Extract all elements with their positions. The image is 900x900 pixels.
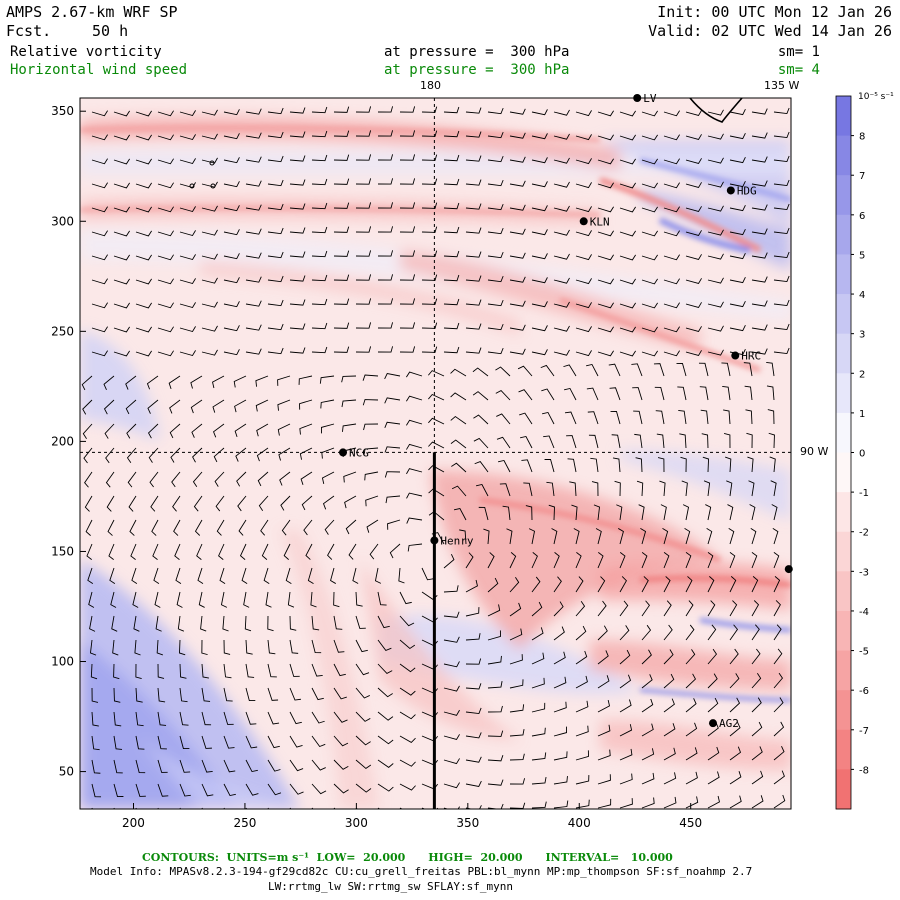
station-dot <box>731 351 740 360</box>
station-label: KLN <box>590 215 610 228</box>
station-dot <box>430 536 439 545</box>
wind-barbs <box>81 106 790 809</box>
colorbar-label: -4 <box>859 607 869 618</box>
field-2-smoothing: sm= 4 <box>777 62 820 78</box>
forecast-hour: 50 h <box>92 22 129 40</box>
field-1-level: at pressure = 300 hPa <box>384 44 570 60</box>
station-dot <box>784 565 793 574</box>
y-axis: 50 100 150 200 250 300 350 <box>51 104 86 779</box>
model-title: AMPS 2.67-km WRF SP <box>6 3 178 21</box>
y-tick-label: 250 <box>51 324 74 338</box>
model-info: Model Info: MPASv8.2.3-194-gf29cd82c CU:… <box>90 865 753 878</box>
marker-circle <box>210 183 216 189</box>
colorbar-label: -1 <box>859 488 869 499</box>
meridian-label-2: 135 W <box>764 79 800 92</box>
colorbar-label: -5 <box>859 647 869 658</box>
y-tick-label: 100 <box>51 655 74 669</box>
colorbar-label: 8 <box>859 132 865 143</box>
colorbar-label: 6 <box>859 211 865 222</box>
x-tick-label: 350 <box>456 816 479 830</box>
field-1-smoothing: sm= 1 <box>777 44 820 60</box>
colorbar-label: 7 <box>859 171 865 182</box>
colorbar-label: 0 <box>859 449 865 460</box>
colorbar-label: -8 <box>859 765 869 776</box>
y-tick-label: 350 <box>51 104 74 118</box>
y-tick-label: 300 <box>51 214 74 228</box>
colorbar-label: 5 <box>859 250 865 261</box>
colorbar: 8 7 6 5 4 3 2 1 0 -1 -2 -3 -4 -5 -6 -7 -8 <box>835 95 869 810</box>
station-markers: LV HDG KLN HRC NCG Henry AG2 <box>339 92 793 730</box>
field-1-name: Relative vorticity <box>10 44 162 60</box>
y-tick-label: 200 <box>51 434 74 448</box>
x-tick-label: 200 <box>122 816 145 830</box>
x-tick-label: 300 <box>345 816 368 830</box>
colorbar-unit: 10⁻⁵ s⁻¹ <box>858 92 894 102</box>
meridian-label: 180 <box>420 79 441 92</box>
colorbar-label: -7 <box>859 726 869 737</box>
physics-info: LW:rrtmg_lw SW:rrtmg_sw SFLAY:sf_mynn <box>268 880 514 893</box>
station-label: LV <box>643 92 657 105</box>
station-label: NCG <box>349 446 369 459</box>
station-dot <box>726 186 735 195</box>
y-tick-label: 150 <box>51 544 74 558</box>
station-label: AG2 <box>719 717 739 730</box>
colorbar-label: -2 <box>859 528 869 539</box>
x-tick-label: 450 <box>679 816 702 830</box>
station-dot <box>339 448 348 457</box>
field-2-level: at pressure = 300 hPa <box>384 62 570 78</box>
x-tick-label: 400 <box>568 816 591 830</box>
colorbar-label: -3 <box>859 567 869 578</box>
station-dot <box>633 94 642 102</box>
valid-time: Valid: 02 UTC Wed 14 Jan 26 <box>648 22 892 40</box>
station-label: HDG <box>737 184 757 197</box>
colorbar-label: 2 <box>859 369 865 380</box>
station-label: Henry <box>440 534 473 547</box>
y-tick-label: 50 <box>59 765 74 779</box>
parallel-label: 90 W <box>800 445 829 458</box>
colorbar-label: -6 <box>859 686 869 697</box>
colorbar-label: 1 <box>859 409 865 420</box>
station-dot <box>579 217 588 226</box>
colorbar-label: 3 <box>859 330 865 341</box>
init-time: Init: 00 UTC Mon 12 Jan 26 <box>657 3 892 21</box>
station-label: HRC <box>741 350 761 363</box>
coastline <box>689 98 743 123</box>
forecast-label: Fcst. <box>6 22 52 40</box>
marker-circle <box>189 183 195 189</box>
station-dot <box>708 719 717 728</box>
field-2-name: Horizontal wind speed <box>10 62 188 78</box>
colorbar-label: 4 <box>859 290 865 301</box>
contours-info: CONTOURS: UNITS=m s⁻¹ LOW= 20.000 HIGH= … <box>142 851 673 864</box>
x-tick-label: 250 <box>233 816 256 830</box>
x-axis: 200 250 300 350 400 450 <box>122 803 702 830</box>
marker-circle <box>209 160 215 166</box>
